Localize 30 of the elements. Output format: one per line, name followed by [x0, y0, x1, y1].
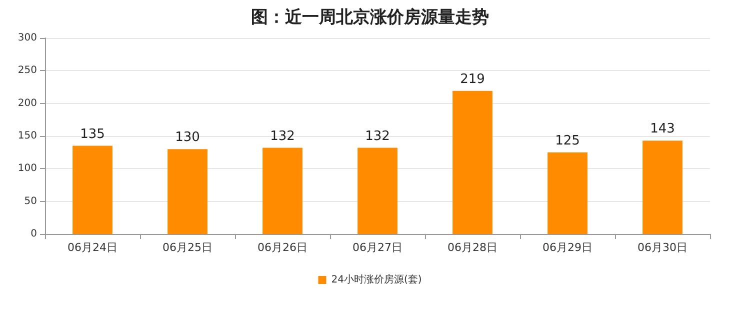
legend-label: 24小时涨价房源(套) [331, 274, 422, 286]
bar [168, 149, 208, 234]
bar [548, 152, 588, 234]
bar [452, 90, 492, 234]
x-tick-label: 06月26日 [258, 241, 308, 254]
y-tick-label: 150 [18, 130, 37, 142]
chart-title: 图：近一周北京涨价房源量走势 [251, 8, 489, 28]
data-label: 219 [460, 72, 485, 87]
x-tick-label: 06月30日 [638, 241, 688, 254]
data-label: 125 [555, 133, 580, 148]
y-tick-label: 0 [30, 228, 37, 240]
bar [262, 148, 302, 234]
data-label: 132 [270, 128, 295, 144]
x-tick-label: 06月29日 [542, 241, 592, 254]
data-label: 135 [80, 126, 105, 142]
y-tick-label: 300 [18, 32, 37, 44]
x-tick-label: 06月25日 [162, 241, 212, 254]
bar [72, 146, 112, 234]
data-label: 132 [365, 128, 390, 144]
data-label: 143 [650, 122, 675, 137]
x-tick-label: 06月28日 [448, 241, 498, 254]
y-tick-label: 50 [24, 196, 37, 207]
bar [642, 140, 682, 234]
bar [358, 148, 398, 234]
y-tick-label: 200 [18, 98, 37, 109]
y-tick-label: 100 [18, 163, 37, 174]
data-label: 130 [175, 130, 200, 146]
x-tick-label: 06月24日 [68, 241, 118, 254]
x-tick-label: 06月27日 [352, 241, 402, 254]
y-tick-label: 250 [18, 65, 37, 76]
